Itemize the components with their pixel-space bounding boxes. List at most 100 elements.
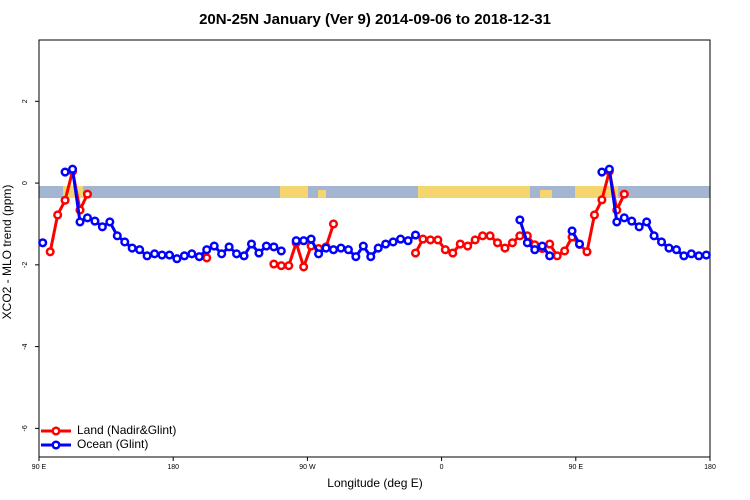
data-point [299,236,309,246]
data-point [343,245,353,255]
data-point [440,245,450,255]
data-point [314,249,324,259]
data-point [75,217,85,227]
data-point [82,213,93,223]
data-point [336,243,346,253]
data-point [679,251,689,261]
data-point [545,239,555,249]
data-point [642,217,652,227]
data-point [38,238,48,248]
data-point [664,243,674,253]
legend-label: Land (Nadir&Glint) [77,423,176,437]
data-point [68,164,78,174]
chart-title: 20N-25N January (Ver 9) 2014-09-06 to 20… [199,11,551,28]
data-point [515,215,525,225]
data-point [381,239,391,249]
data-point [470,235,480,245]
data-point [478,231,488,241]
x-tick-label: 90 E [569,464,584,471]
x-axis-label: Longitude (deg E) [327,476,422,490]
data-point [403,236,413,246]
y-tick-label: -4 [22,343,29,349]
data-point [127,243,137,253]
data-point [187,249,197,259]
data-point [634,222,644,232]
data-point [217,249,227,259]
x-tick-label: 90 W [299,464,316,471]
data-point [82,189,93,199]
data-point [552,251,562,261]
data-point [433,235,443,245]
data-point [545,251,555,261]
data-point [239,251,249,261]
data-point [492,238,503,248]
data-point [120,237,130,247]
data-point [425,235,435,245]
x-tick-label: 180 [704,464,716,471]
legend-label: Ocean (Glint) [77,437,148,451]
data-point [284,261,294,271]
data-point [507,238,517,248]
data-point [418,234,428,244]
data-point [60,167,70,177]
data-point [619,189,629,199]
plot-frame [38,39,711,458]
data-point [671,245,682,255]
data-point [686,249,696,259]
data-point [142,251,152,261]
data-point [619,213,629,223]
data-point [627,216,637,226]
legend-marker [51,440,61,450]
data-point [276,246,286,256]
data-point [157,250,167,260]
data-point [582,247,592,257]
data-point [306,234,316,244]
data-point [597,195,607,205]
data-point [358,241,368,251]
data-point [97,222,107,232]
data-point [90,216,100,226]
data-point [261,241,271,251]
data-point [515,231,525,241]
data-point [574,239,585,249]
data-point [232,249,242,259]
data-point [53,210,63,220]
data-point [410,248,421,258]
data-point [604,164,614,174]
data-point [366,252,376,262]
data-point [209,241,219,251]
data-point [500,243,510,253]
data-point [612,217,622,227]
data-point [150,249,160,259]
x-tick-label: 180 [167,464,179,471]
data-point [254,248,264,258]
y-tick-label: 0 [22,181,29,185]
data-point [328,219,339,229]
y-tick-label: 2 [22,99,29,103]
data-point [560,246,570,256]
y-axis-label: XCO2 - MLO trend (ppm) [0,185,14,320]
data-point [351,252,361,262]
data-point [194,252,204,262]
y-tick-label: -6 [22,425,29,431]
data-point [299,262,309,272]
data-point [485,231,495,241]
x-tick-label: 90 E [32,464,47,471]
data-point [328,245,339,255]
data-point [649,231,659,241]
data-point [269,259,279,269]
data-point [202,253,212,263]
data-point [373,243,383,253]
data-point [112,231,122,241]
data-point [179,251,189,261]
data-point [164,250,175,260]
data-point [224,242,234,252]
data-point [105,217,115,227]
data-point [656,237,667,247]
data-point [172,254,182,264]
data-point [321,243,331,253]
y-tick-label: -2 [22,262,29,268]
data-point [537,241,547,251]
data-point [522,238,532,248]
data-point [396,234,406,244]
